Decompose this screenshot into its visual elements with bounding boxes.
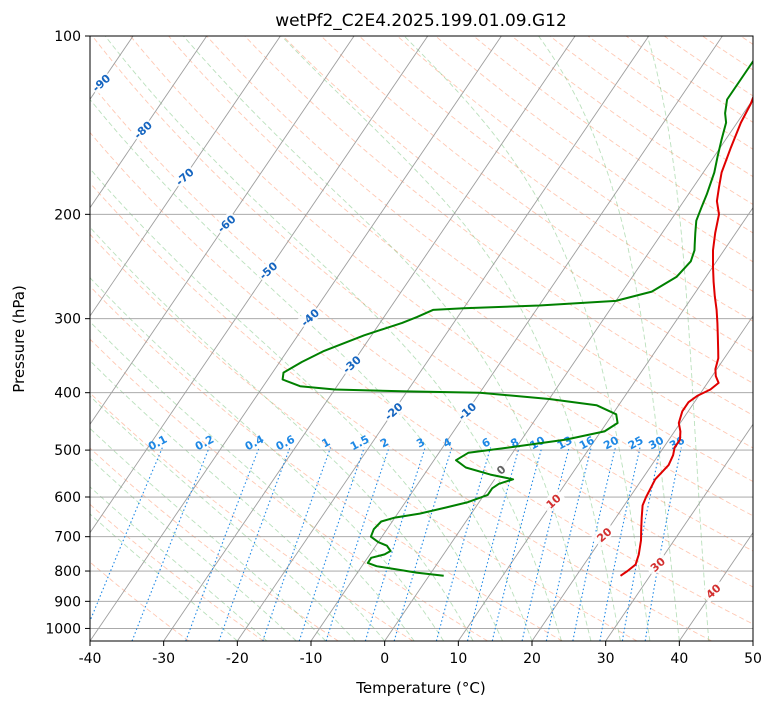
temperature-profile-line bbox=[619, 95, 753, 577]
x-tick-label: -20 bbox=[226, 651, 249, 667]
isotherm-label-bg bbox=[297, 304, 323, 330]
mixing-ratio-line bbox=[131, 447, 210, 641]
chart-title: wetPf2_C2E4.2025.199.01.09.G12 bbox=[275, 11, 567, 31]
isotherm-label-bg bbox=[213, 211, 239, 236]
x-axis-label: Temperature (°C) bbox=[355, 679, 485, 697]
moist-adiabat bbox=[90, 277, 444, 641]
x-tick-label: 0 bbox=[380, 651, 389, 667]
isotherm bbox=[605, 423, 753, 641]
isotherm-label-bg bbox=[540, 488, 566, 514]
y-tick-label: 200 bbox=[54, 207, 81, 223]
isotherm-label-bg bbox=[171, 164, 197, 189]
x-tick-label: 10 bbox=[449, 651, 467, 667]
dry-adiabat bbox=[90, 81, 753, 588]
y-tick-label: 100 bbox=[54, 29, 81, 45]
y-tick-label: 600 bbox=[54, 490, 81, 506]
moist-adiabat bbox=[183, 36, 592, 641]
dry-adiabat bbox=[90, 182, 712, 641]
mixing-ratio-line bbox=[262, 447, 332, 641]
profiles bbox=[281, 59, 753, 577]
y-tick-label: 800 bbox=[54, 564, 81, 580]
isotherm bbox=[90, 36, 281, 317]
mixing-ratio-line bbox=[325, 447, 390, 641]
mixing-ratio-line bbox=[393, 447, 453, 641]
mixing-ratio-line bbox=[599, 447, 641, 641]
y-tick-label: 1000 bbox=[45, 621, 81, 637]
isotherm-label-bg bbox=[454, 398, 480, 424]
dewpoint-profile-line bbox=[281, 59, 753, 577]
dry-adiabat bbox=[90, 285, 563, 641]
moist-adiabat bbox=[104, 36, 562, 641]
isotherm-label-bg bbox=[338, 351, 364, 377]
isotherm-label-bg bbox=[644, 551, 670, 577]
mixing-ratio-line bbox=[185, 447, 260, 641]
x-tick-label: 50 bbox=[744, 651, 762, 667]
y-tick-label: 700 bbox=[54, 530, 81, 546]
x-tick-label: -30 bbox=[152, 651, 175, 667]
mixing-ratio-line bbox=[218, 447, 291, 641]
isotherm bbox=[457, 206, 753, 641]
dry-adiabat bbox=[320, 36, 753, 353]
moist-adiabat bbox=[90, 427, 327, 641]
moist-adiabat bbox=[90, 226, 474, 641]
mixing-ratio-line bbox=[491, 447, 543, 641]
x-tick-label: -40 bbox=[79, 651, 102, 667]
mixing-ratio-label: 25 bbox=[626, 434, 646, 453]
x-tick-label: 20 bbox=[523, 651, 541, 667]
moist-adiabat bbox=[538, 36, 680, 641]
x-tick-label: -10 bbox=[300, 651, 323, 667]
dry-adiabat bbox=[90, 338, 488, 641]
y-tick-label: 900 bbox=[54, 594, 81, 610]
dry-adiabat bbox=[90, 131, 753, 625]
isotherm bbox=[384, 98, 753, 641]
mixing-ratio-line bbox=[466, 447, 520, 641]
isotherm bbox=[90, 36, 355, 426]
axes: -40 -30 -20 -10 0 10 20 30 40 50 100 200 300 400 500 60… bbox=[45, 29, 762, 667]
y-axis-label: Pressure (hPa) bbox=[10, 285, 28, 393]
mixing-ratio-label: 20 bbox=[601, 434, 621, 453]
isotherm bbox=[90, 36, 429, 534]
moist-adiabat bbox=[90, 457, 297, 641]
isotherm-label-bg bbox=[700, 578, 726, 603]
isotherm bbox=[163, 36, 576, 641]
isotherm bbox=[678, 531, 753, 641]
x-tick-label: 40 bbox=[670, 651, 688, 667]
moist-adiabat bbox=[403, 36, 651, 641]
moist-adiabat bbox=[90, 486, 268, 641]
y-tick-label: 500 bbox=[54, 443, 81, 459]
y-tick-label: 300 bbox=[54, 312, 81, 328]
moist-adiabat bbox=[90, 513, 238, 641]
mixing-ratio-line bbox=[572, 447, 616, 641]
x-tick-label: 30 bbox=[597, 651, 615, 667]
dry-adiabat bbox=[90, 561, 190, 641]
isotherm bbox=[310, 36, 723, 641]
moist-adiabat bbox=[90, 395, 356, 641]
y-tick-label: 400 bbox=[54, 386, 81, 402]
mixing-ratio-label: 30 bbox=[646, 434, 666, 453]
dry-adiabat bbox=[130, 36, 753, 517]
isotherm-label-bg bbox=[380, 398, 406, 424]
moist-adiabat bbox=[90, 360, 386, 641]
mixing-ratio-line bbox=[364, 447, 426, 641]
isotherm-label-bg bbox=[130, 117, 156, 142]
dry-adiabat bbox=[168, 36, 753, 482]
moist-adiabat bbox=[281, 36, 621, 641]
mixing-ratio-line bbox=[90, 447, 163, 623]
isotherm bbox=[236, 36, 650, 641]
isotherm-label-bg bbox=[591, 522, 617, 547]
mixing-ratio-line bbox=[545, 447, 592, 641]
dry-adiabat bbox=[90, 233, 638, 641]
mixing-ratio-label: 16 bbox=[577, 434, 597, 453]
isotherm bbox=[90, 36, 502, 641]
isotherm-label-bg bbox=[90, 70, 114, 95]
plot-frame bbox=[89, 35, 754, 642]
mixing-ratio-line bbox=[435, 447, 492, 641]
dry-adiabat bbox=[91, 36, 753, 552]
mixing-ratio-line bbox=[298, 447, 365, 641]
isotherm-label-bg bbox=[255, 257, 281, 283]
mixing-ratio-line bbox=[521, 447, 570, 641]
dry-adiabat bbox=[282, 36, 753, 384]
